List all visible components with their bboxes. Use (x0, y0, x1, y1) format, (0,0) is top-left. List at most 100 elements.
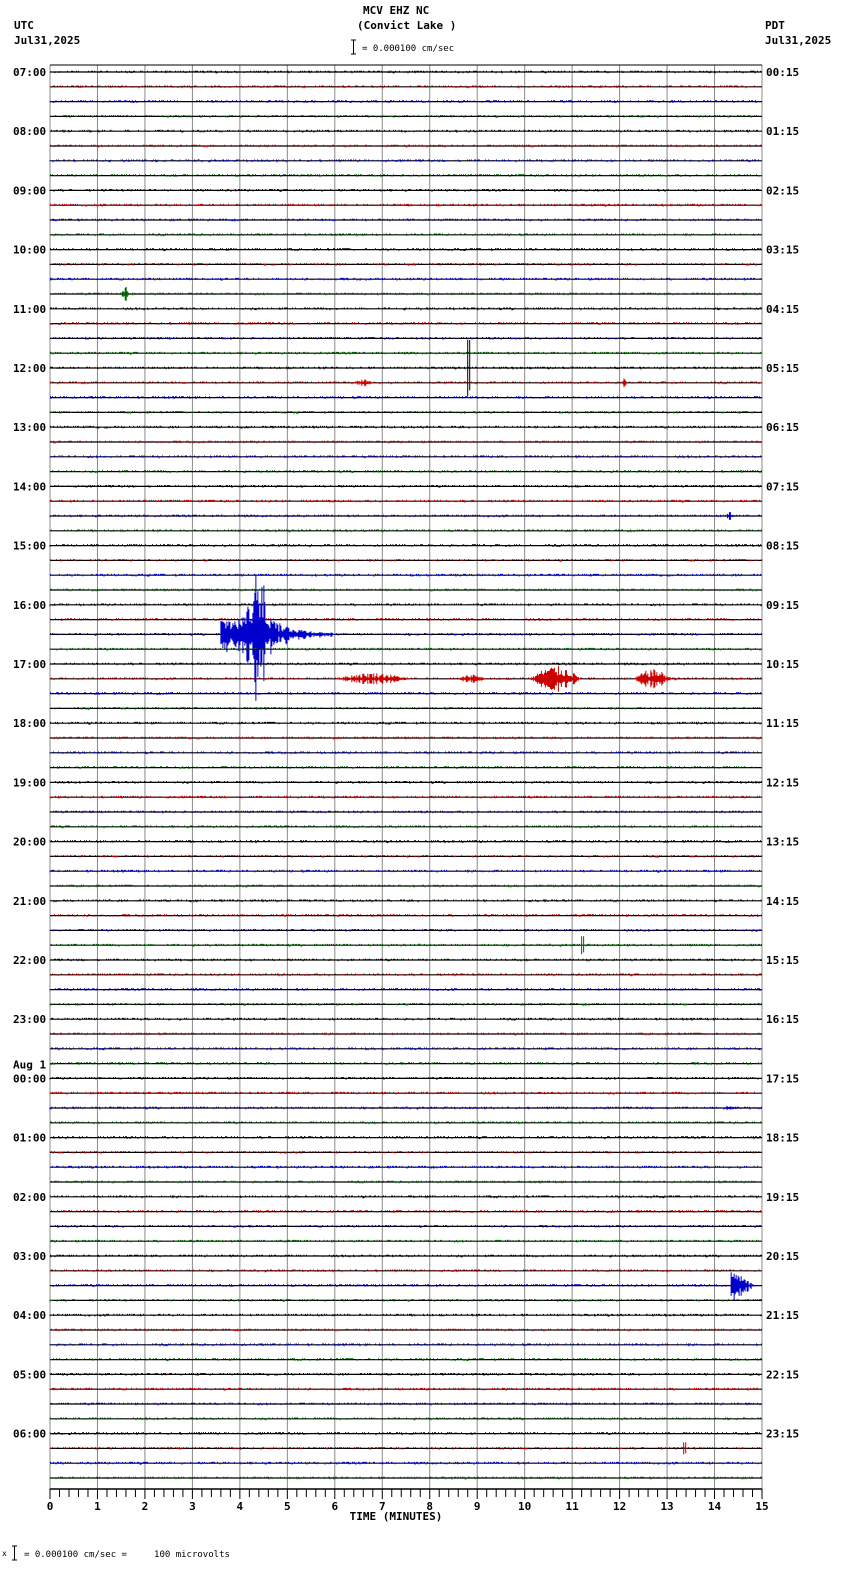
pdt-hour-label: 06:15 (766, 421, 799, 434)
seismic-trace (50, 499, 760, 503)
utc-hour-label: 01:00 (13, 1132, 46, 1145)
pdt-hour-label: 23:15 (766, 1428, 799, 1441)
seismic-trace (49, 618, 762, 622)
seismic-trace (51, 1047, 761, 1051)
seismic-event (458, 674, 487, 683)
pdt-hour-label: 02:15 (766, 184, 799, 197)
seismic-trace (53, 780, 762, 784)
seismic-trace (50, 144, 762, 148)
x-tick-label: 2 (142, 1500, 149, 1513)
footer-prefix: x (2, 1549, 7, 1558)
pdt-hour-label: 17:15 (766, 1072, 799, 1085)
seismic-trace (50, 854, 762, 858)
seismic-trace (50, 973, 762, 977)
x-tick-label: 3 (189, 1500, 196, 1513)
pdt-hour-label: 14:15 (766, 895, 799, 908)
seismic-trace (50, 322, 761, 326)
seismic-trace (50, 1417, 761, 1421)
seismic-event (634, 669, 672, 689)
pdt-hour-label: 10:15 (766, 658, 799, 671)
pdt-date: Jul31,2025 (765, 34, 832, 47)
seismic-trace (49, 751, 760, 755)
pdt-hour-label: 20:15 (766, 1250, 799, 1263)
seismic-trace (49, 869, 760, 873)
utc-hour-label: 08:00 (13, 125, 46, 138)
seismic-trace (51, 958, 762, 962)
seismic-trace (51, 129, 762, 133)
seismic-trace (49, 159, 761, 163)
seismic-trace (50, 70, 761, 74)
utc-hour-label: 11:00 (13, 303, 46, 316)
x-axis-title: TIME (MINUTES) (350, 1510, 443, 1523)
seismic-trace (50, 1476, 762, 1480)
utc-hour-label: 17:00 (13, 658, 46, 671)
seismic-trace (50, 396, 762, 400)
footer-scale-note: = 0.000100 cm/sec = 100 microvolts (24, 1550, 230, 1560)
pdt-label: PDT (765, 19, 785, 32)
seismic-trace (50, 85, 761, 89)
pdt-hour-label: 15:15 (766, 954, 799, 967)
x-tick-label: 6 (331, 1500, 338, 1513)
seismic-event (730, 1272, 755, 1300)
seismic-trace (50, 721, 761, 725)
seismic-trace (49, 884, 762, 888)
seismic-trace (49, 1298, 762, 1302)
pdt-hour-label: 21:15 (766, 1309, 799, 1322)
x-tick-label: 4 (237, 1500, 244, 1513)
seismic-trace (49, 218, 762, 222)
x-tick-label: 10 (518, 1500, 531, 1513)
utc-hour-label: 16:00 (13, 599, 46, 612)
utc-hour-label: 00:00 (13, 1072, 46, 1085)
seismic-trace (50, 307, 762, 311)
seismic-trace (50, 440, 761, 444)
utc-hour-label: 03:00 (13, 1250, 46, 1263)
pdt-hour-label: 07:15 (766, 480, 799, 493)
station-title: MCV EHZ NC (363, 4, 430, 17)
seismic-event (220, 575, 335, 701)
pdt-hour-label: 05:15 (766, 362, 799, 375)
utc-hour-label: 07:00 (13, 66, 46, 79)
utc-hour-label: 05:00 (13, 1368, 46, 1381)
seismic-trace (53, 336, 761, 340)
pdt-hour-label: 11:15 (766, 717, 799, 730)
seismic-trace (50, 588, 758, 592)
x-tick-label: 11 (566, 1500, 580, 1513)
seismic-trace (51, 1328, 762, 1332)
seismic-event (726, 512, 734, 520)
seismic-event (354, 379, 373, 387)
seismic-event (724, 1105, 739, 1111)
x-tick-label: 5 (284, 1500, 291, 1513)
seismic-trace (49, 810, 761, 814)
pdt-hour-label: 04:15 (766, 303, 799, 316)
x-tick-label: 13 (660, 1500, 673, 1513)
utc-hour-label: 23:00 (13, 1013, 46, 1026)
utc-hour-label: 13:00 (13, 421, 46, 434)
seismic-trace (50, 366, 761, 370)
x-tick-label: 7 (379, 1500, 386, 1513)
seismic-trace (52, 1165, 759, 1169)
utc-hour-label: 14:00 (13, 480, 46, 493)
seismic-trace (50, 662, 761, 666)
footer-scale-bar-icon (12, 1545, 17, 1561)
seismic-trace (51, 233, 761, 237)
seismic-trace (52, 470, 762, 474)
seismic-trace (50, 899, 762, 903)
seismic-trace (49, 603, 762, 607)
seismic-trace (50, 455, 762, 459)
pdt-hour-label: 01:15 (766, 125, 799, 138)
utc-hour-label: 09:00 (13, 184, 46, 197)
seismic-trace (51, 1017, 761, 1021)
x-tick-label: 15 (755, 1500, 768, 1513)
seismic-trace (53, 1136, 761, 1140)
seismic-trace (50, 1224, 761, 1228)
scale-bar-icon (351, 39, 356, 55)
seismic-trace (50, 1387, 759, 1391)
pdt-hour-label: 16:15 (766, 1013, 799, 1026)
pdt-hour-label: 18:15 (766, 1132, 799, 1145)
seismic-trace (49, 1313, 762, 1317)
seismic-trace (49, 544, 762, 548)
seismic-trace (50, 114, 760, 118)
seismic-event (467, 340, 471, 396)
seismic-trace (49, 1432, 761, 1436)
utc-hour-label: 12:00 (13, 362, 46, 375)
